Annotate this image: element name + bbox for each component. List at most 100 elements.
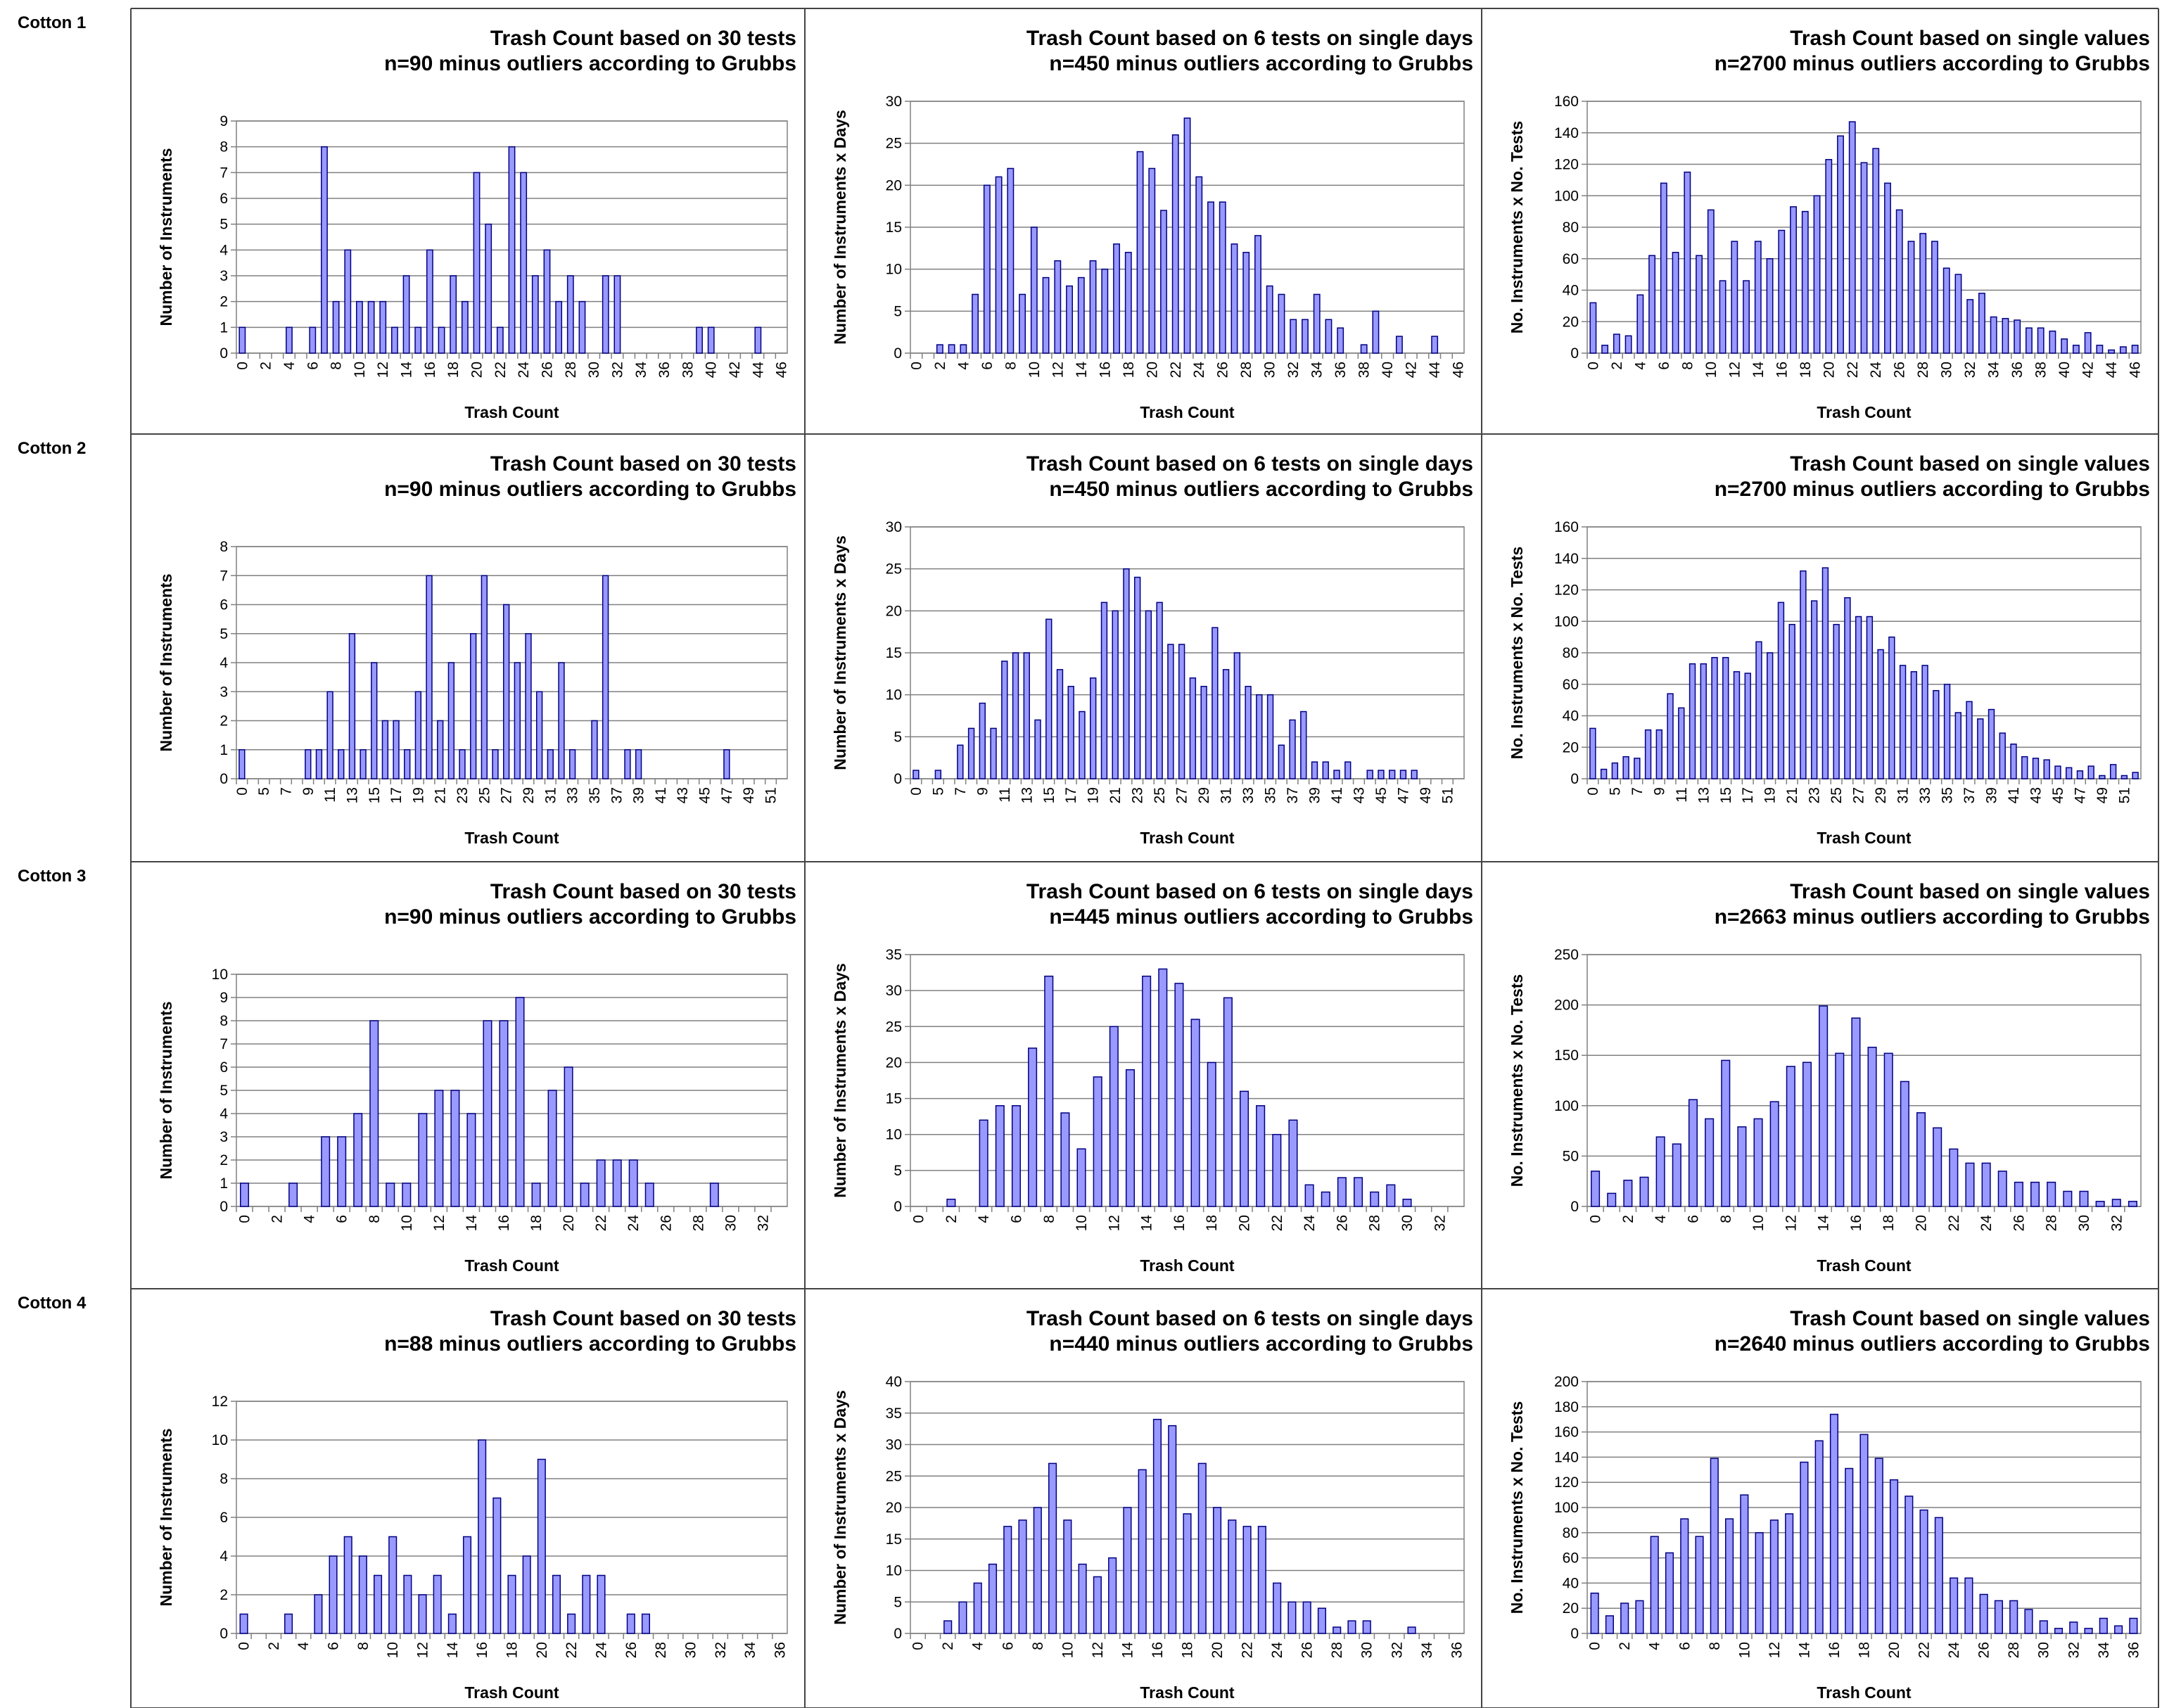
bar [1289,719,1296,779]
bar [1990,316,1997,354]
x-tick-label: 32 [1432,1215,1448,1231]
bar [1788,623,1795,779]
bar [1337,327,1344,354]
bar [624,749,631,779]
bar [1740,1494,1749,1634]
y-tick-label: 15 [886,1531,902,1548]
x-tick-label: 11 [322,787,338,803]
bar [2084,1628,2093,1634]
bar [1919,233,1927,354]
bar [1245,685,1252,779]
plot-frame [910,954,1465,1207]
x-tick-label: 28 [690,1215,706,1231]
x-tick-label: 32 [713,1642,729,1658]
x-tick-label: 22 [593,1215,609,1231]
x-tick-label: 34 [1419,1642,1435,1659]
bar [1837,135,1844,354]
y-tick-label: 4 [220,655,228,671]
bar [507,1574,516,1634]
bar [1733,671,1741,779]
bar [414,326,422,354]
y-tick-label: 40 [886,1374,902,1390]
bar [1829,1413,1839,1634]
bar [1322,761,1329,779]
x-tick-label: 31 [1219,787,1235,803]
x-tick-label: 21 [1784,787,1800,803]
x-tick-label: 10 [1074,1215,1090,1231]
chart-title: Trash Count based on 6 tests on single d… [1026,27,1473,50]
x-tick-label: 0 [236,1642,253,1650]
bar [1113,243,1120,354]
bar [381,720,389,779]
x-tick-label: 32 [755,1215,771,1231]
y-tick-label: 3 [220,684,228,700]
bar [1888,636,1895,779]
y-tick-label: 30 [886,519,902,535]
bar [1636,294,1644,354]
bar [1725,1518,1734,1634]
bar [568,749,576,779]
y-tick-label: 1 [220,319,228,336]
bar [1601,345,1609,354]
bar [990,727,997,779]
x-tick-label: 28 [1915,362,1931,378]
x-tick-label: 4 [1653,1215,1669,1223]
y-tick-label: 0 [220,771,228,787]
bar [2109,764,2117,779]
x-tick-label: 20 [1914,1215,1930,1231]
bar [1934,1517,1943,1634]
x-tick-label: 19 [410,787,426,803]
x-tick-label: 22 [1946,1215,1962,1231]
bar [1919,1509,1928,1634]
x-tick-label: 32 [609,362,625,378]
bar [1034,719,1041,779]
chart: Trash Count based on single valuesn=2663… [1508,880,2150,1275]
x-axis-label: Trash Count [1140,1683,1235,1702]
y-tick-label: 4 [220,242,228,258]
x-tick-label: 0 [1585,787,1601,796]
x-tick-label: 20 [1821,362,1837,378]
bar [1672,1143,1681,1207]
bar [2087,765,2094,779]
y-tick-label: 100 [1554,188,1579,204]
bar [326,691,333,779]
x-tick-label: 44 [2104,362,2120,378]
x-tick-label: 8 [355,1642,371,1650]
x-tick-label: 6 [334,1215,350,1223]
bar [447,1613,457,1634]
bar [1786,1066,1795,1207]
bar [462,1536,472,1634]
bar [1407,1626,1416,1634]
bar [1648,255,1656,354]
bar [1755,641,1762,779]
x-tick-label: 16 [474,1642,490,1658]
x-tick-label: 28 [1329,1642,1345,1658]
x-tick-label: 35 [587,787,603,803]
x-tick-label: 12 [431,1215,447,1231]
bar [566,275,574,354]
x-tick-label: 7 [1629,787,1646,796]
chart-title: Trash Count based on single values [1790,452,2150,476]
bar [1231,243,1238,354]
bar [1242,252,1250,354]
x-tick-label: 18 [1881,1215,1897,1231]
bar [578,300,586,354]
bar [1190,1019,1200,1207]
bar [1769,1519,1779,1634]
y-tick-label: 10 [886,262,902,278]
bar [503,604,510,779]
y-tick-label: 80 [1563,1525,1579,1541]
y-tick-label: 10 [886,1127,902,1143]
x-tick-label: 6 [1656,362,1672,370]
bar [1372,310,1380,354]
x-tick-label: 8 [1041,1215,1057,1223]
bar [1825,159,1833,354]
chart: Trash Count based on 6 tests on single d… [831,1307,1473,1702]
bar [564,1066,573,1207]
x-tick-label: 6 [979,362,996,370]
bar [1800,1461,1809,1634]
x-tick-label: 4 [281,362,298,370]
bar [1123,1507,1132,1634]
bar [1877,649,1884,779]
